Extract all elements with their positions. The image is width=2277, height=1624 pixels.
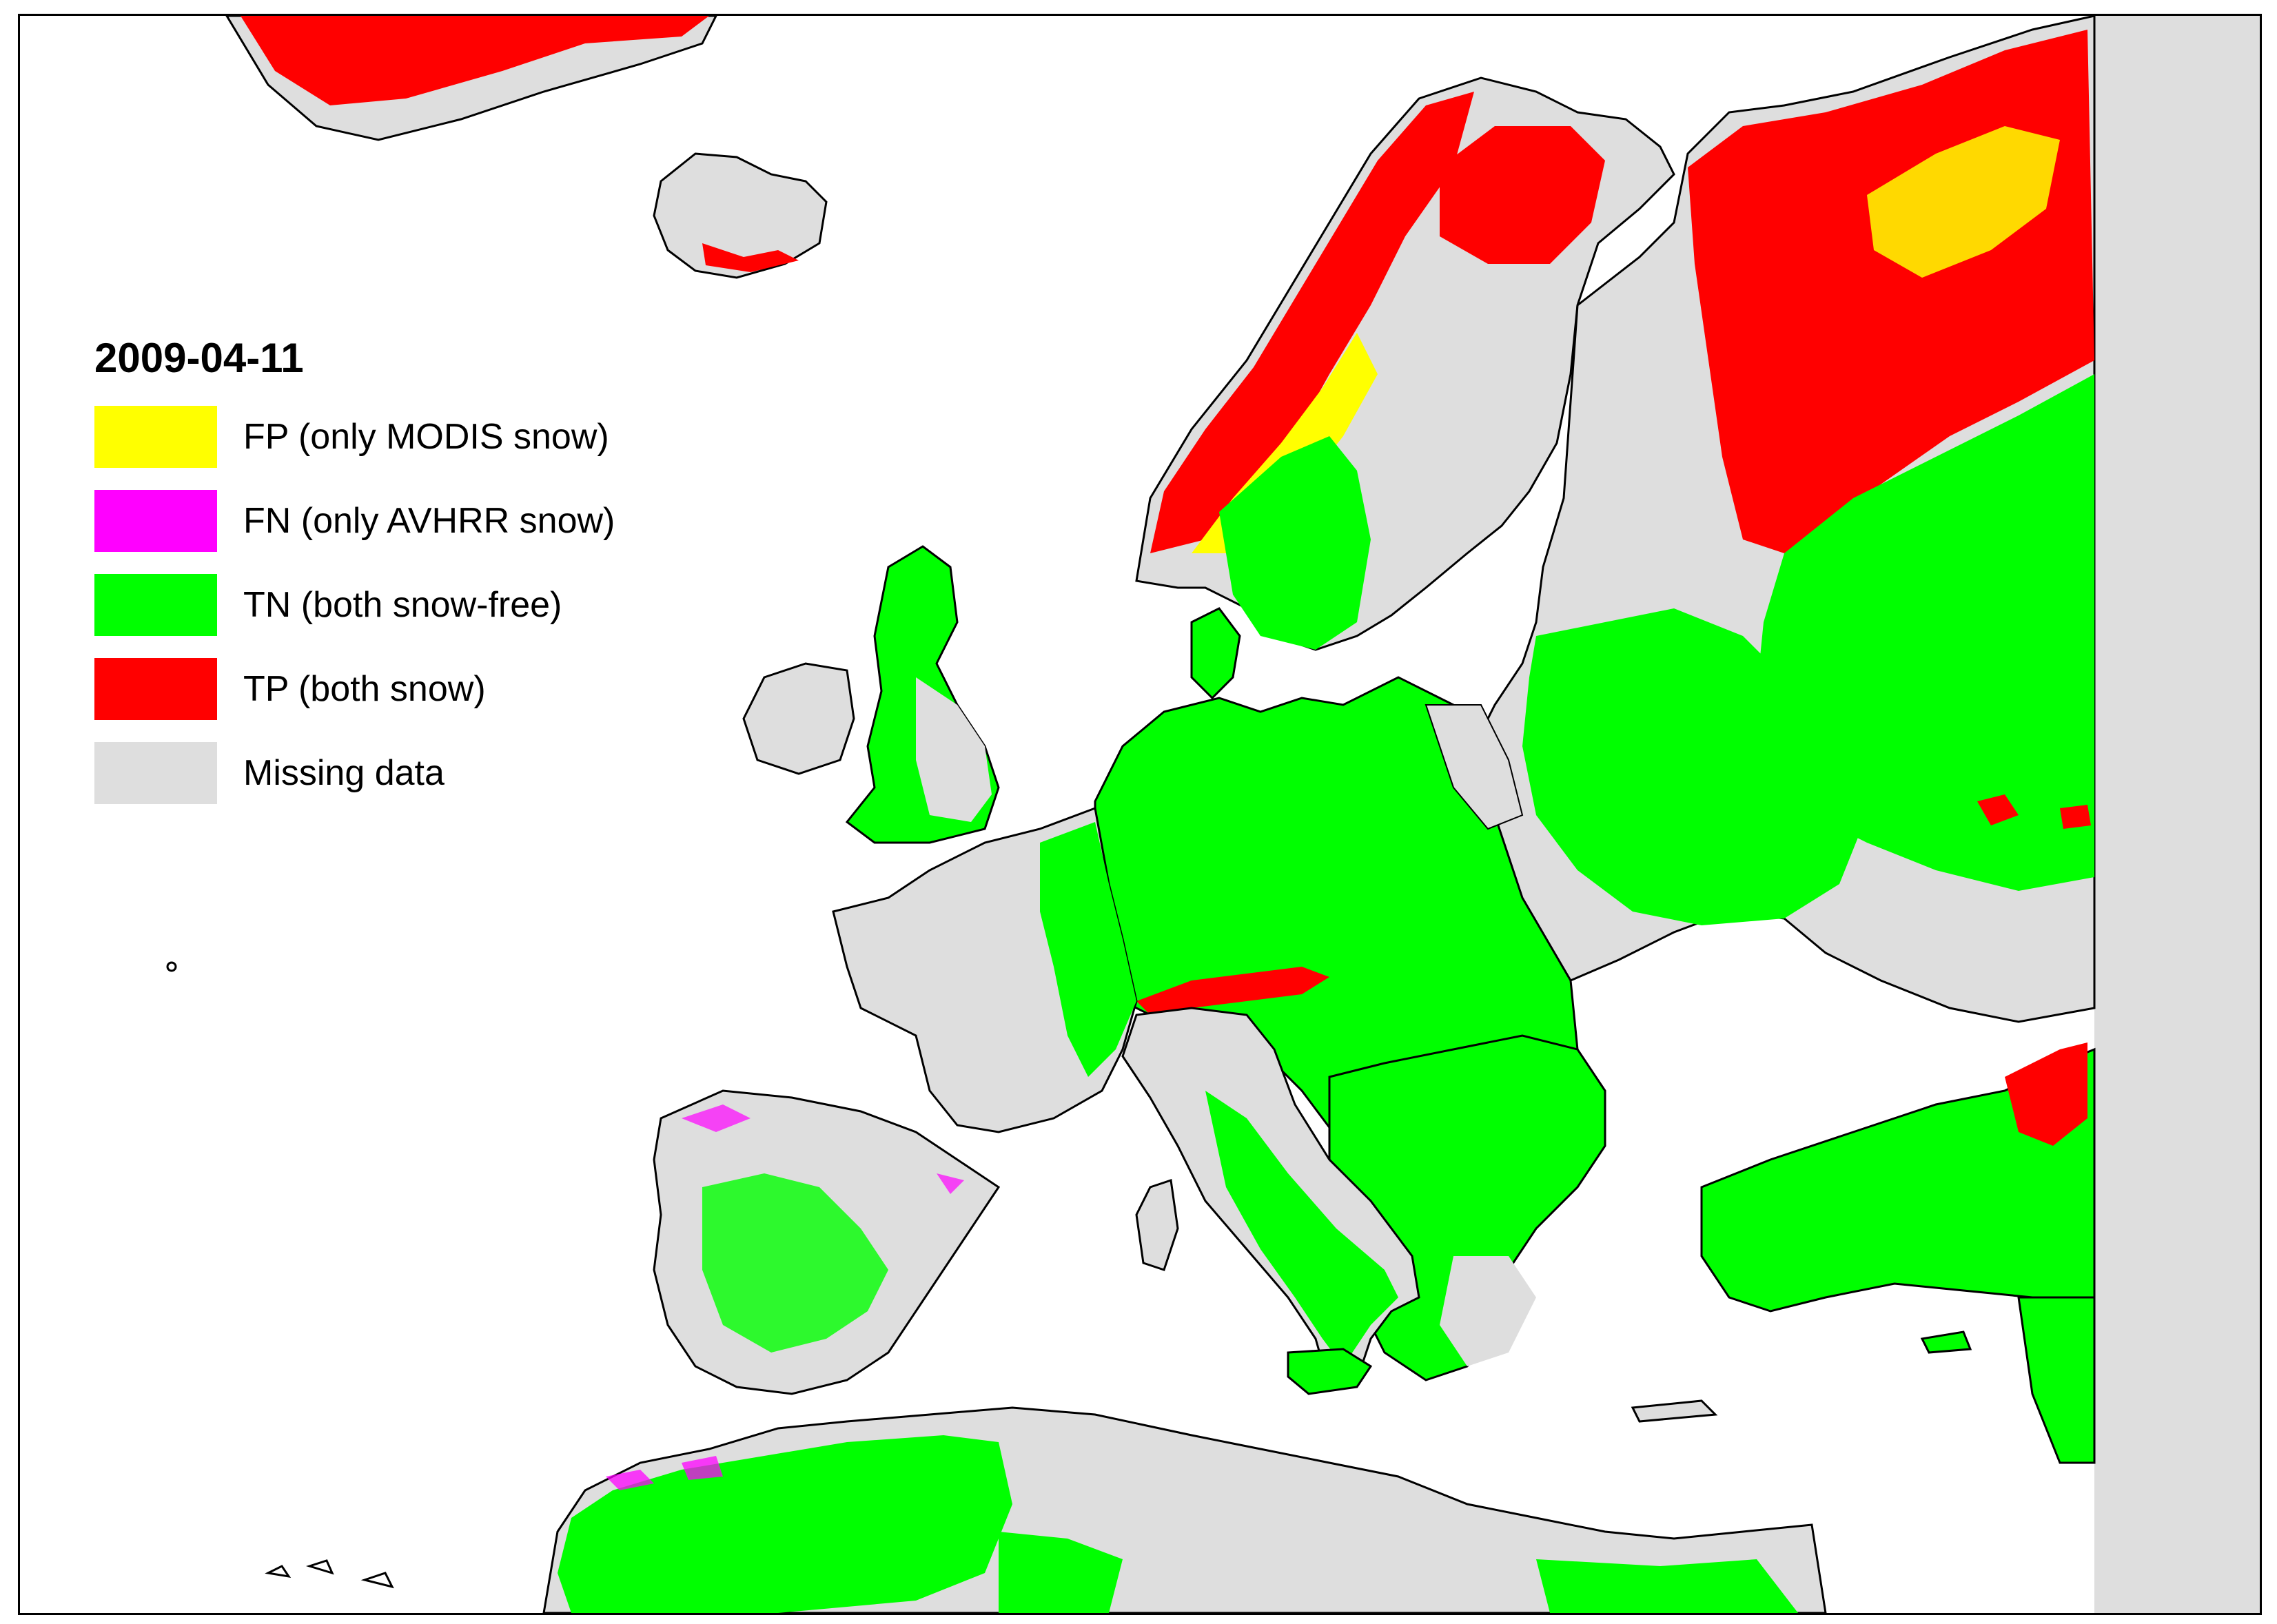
ireland-land [742,662,855,775]
great-britain-grey [916,677,992,822]
europe-snow-map [20,16,2260,1613]
iceland-land [653,152,828,279]
legend-item-fp: FP (only MODIS snow) [94,405,615,469]
greece-grey [1440,1256,1536,1366]
legend-item-tp: TP (both snow) [94,657,615,721]
russia-green [1757,374,2094,891]
italy-green [1205,1091,1398,1366]
turkey-snow [2005,1042,2087,1146]
missing-data-east-band [2094,16,2260,1613]
norway-snow [1150,92,1474,553]
maghreb-green [558,1435,1012,1613]
poland-grey [1425,704,1524,830]
denmark-land [1190,607,1241,700]
ukraine-snow-patches [1977,794,2091,829]
libya-green [999,1532,1798,1613]
legend-swatch-missing [94,742,217,804]
legend-swatch-tp [94,658,217,720]
map-frame: 2009-04-11 FP (only MODIS snow) FN (only… [18,14,2262,1615]
iberia-fn [682,1104,964,1194]
legend-label-missing: Missing data [243,753,445,793]
crete-island [1631,1399,1718,1423]
sicily-land [1287,1348,1373,1395]
ukraine-green [1522,608,1867,925]
lapland-snow [1440,126,1605,264]
legend-item-missing: Missing data [94,741,615,805]
legend-swatch-tn [94,574,217,636]
alps-snow [1136,967,1329,1015]
legend: 2009-04-11 FP (only MODIS snow) FN (only… [94,334,615,825]
corsica-sardinia [1135,1179,1179,1271]
france-green [1040,822,1136,1077]
iberia-green [702,1173,888,1353]
cyprus-island [1920,1330,1972,1354]
greenland-snow [241,16,709,105]
iceland-snow [702,243,799,272]
legend-label-tp: TP (both snow) [243,669,486,709]
legend-label-fp: FP (only MODIS snow) [243,417,609,457]
legend-label-fn: FN (only AVHRR snow) [243,501,615,541]
legend-label-tn: TN (both snow-free) [243,585,562,625]
sweden-green [1219,436,1371,650]
maghreb-fn [606,1456,723,1490]
legend-item-fn: FN (only AVHRR snow) [94,489,615,553]
map-date-title: 2009-04-11 [94,335,304,381]
legend-item-tn: TN (both snow-free) [94,573,615,637]
russia-fp [1867,126,2060,278]
levant-land [2017,1296,2096,1464]
legend-swatch-fp [94,406,217,468]
legend-swatch-fn [94,490,217,552]
azores-island [166,961,177,972]
canary-islands [265,1559,394,1589]
